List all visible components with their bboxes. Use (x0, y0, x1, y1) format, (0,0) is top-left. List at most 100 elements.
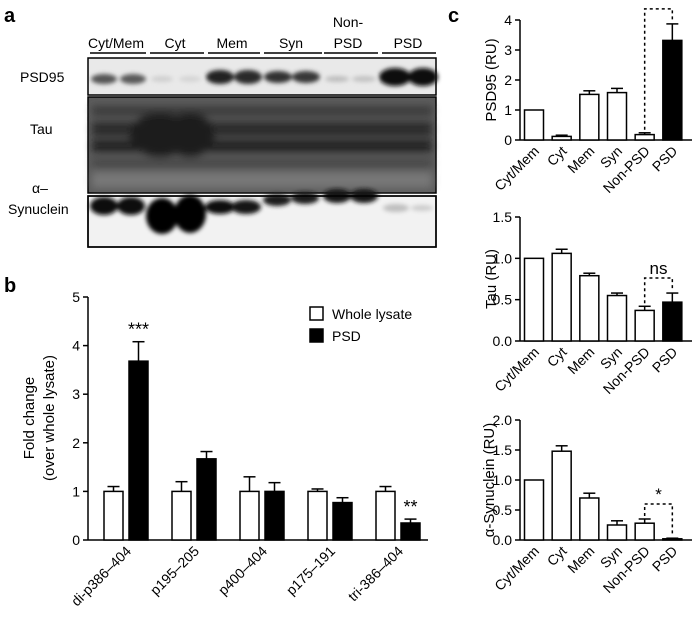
bar (523, 109, 545, 141)
row-label-tau: Tau (30, 121, 53, 137)
comparison-bracket (643, 8, 674, 130)
x-category-label: Cyt/Mem (491, 344, 542, 395)
y-tick-label: 0.0 (493, 333, 513, 349)
fraction-label-mem: Mem (216, 35, 247, 51)
x-category-label: Mem (564, 344, 597, 377)
x-category-label: Mem (564, 543, 597, 576)
blot-psd95 (87, 57, 438, 96)
blot-tau (87, 96, 437, 194)
panel-b-ylabel-line2: (over whole lysate) (41, 355, 58, 481)
significance-label: *** (128, 320, 149, 340)
blot-fraction-labels: Cyt/Mem Cyt Mem Syn Non- PSD PSD (88, 14, 422, 51)
y-tick-label: 4 (72, 338, 80, 354)
fraction-label-cyt-mem: Cyt/Mem (88, 35, 144, 51)
x-category-label: p175–191 (283, 543, 339, 599)
y-tick-label: 1.0 (493, 250, 513, 266)
bar (551, 450, 572, 541)
significance-label: ** (652, 0, 666, 9)
bar (264, 490, 285, 541)
x-category-label: Cyt/Mem (491, 143, 542, 194)
x-category-label: p400–404 (215, 543, 271, 599)
y-axis-label: α-Synuclein (RU) (481, 423, 498, 538)
y-tick-label: 1 (504, 102, 512, 118)
bar (579, 274, 600, 342)
y-tick-label: 5 (72, 289, 80, 305)
x-category-label: PSD (649, 543, 681, 575)
legend-label-psd: PSD (332, 328, 361, 344)
bar (400, 522, 421, 541)
y-tick-label: 1.5 (493, 442, 513, 458)
bar (375, 490, 396, 541)
y-tick-label: 0.0 (493, 532, 513, 548)
bar (239, 490, 260, 541)
bar (634, 309, 655, 342)
bar (551, 135, 572, 141)
fraction-label-non-psd: Non- (333, 14, 364, 30)
bar (579, 497, 600, 541)
significance-label: ns (650, 259, 668, 278)
y-tick-label: 2.0 (493, 412, 513, 428)
y-tick-label: 2 (504, 72, 512, 88)
fraction-label-psd: PSD (394, 35, 423, 51)
panel-b-ylabel-line1: Fold change (21, 377, 38, 460)
row-label-psd95: PSD95 (20, 69, 65, 85)
panel-c-letter: c (448, 5, 459, 27)
panel-b-legend: Whole lysate PSD (309, 306, 412, 344)
fraction-label-syn: Syn (279, 35, 303, 51)
row-label-synuclein: Synuclein (8, 201, 69, 217)
fraction-label-cyt: Cyt (165, 35, 186, 51)
bar (103, 490, 124, 541)
y-tick-label: 1 (72, 483, 80, 499)
bar (634, 522, 655, 541)
chart-b: 0 1 2 3 4 5 di-p386–404 p195–205 p400–404 p175–19… (68, 289, 428, 609)
y-tick-label: 1.5 (493, 209, 513, 225)
fraction-label-non-psd-2: PSD (334, 35, 363, 51)
y-tick-label: 3 (504, 42, 512, 58)
x-category-label: Mem (564, 143, 597, 176)
comparison-bracket (643, 277, 674, 304)
y-axis-label: Tau (RU) (483, 249, 500, 309)
comparison-bracket (643, 503, 674, 536)
bar (171, 490, 192, 541)
significance-label: ** (403, 497, 417, 517)
panel-b-letter: b (4, 275, 16, 297)
bar (606, 524, 628, 541)
y-tick-label: 1.0 (493, 472, 513, 488)
x-category-label: tri-386–404 (345, 543, 407, 605)
bar (662, 538, 683, 541)
blot-alpha-synuclein (87, 189, 437, 248)
y-tick-label: 2 (72, 435, 80, 451)
bar (332, 501, 353, 541)
bar (523, 257, 545, 342)
x-category-label: p195–205 (147, 543, 203, 599)
bar (307, 490, 328, 541)
y-axis-label: PSD95 (RU) (483, 38, 500, 121)
x-category-label: PSD (649, 344, 681, 376)
x-category-label: Cyt/Mem (491, 543, 542, 594)
bar (579, 93, 600, 141)
bar (634, 133, 655, 141)
bar (128, 360, 149, 541)
legend-swatch-psd (309, 328, 324, 343)
bar (551, 252, 572, 342)
legend-swatch-whole-lysate (309, 306, 324, 321)
y-tick-label: 4 (504, 12, 512, 28)
bar (662, 39, 683, 141)
y-tick-label: 0 (72, 532, 80, 548)
row-label-alpha: α– (32, 180, 48, 196)
bar (606, 91, 628, 141)
x-category-label: di-p386–404 (68, 543, 135, 610)
y-tick-label: 0.5 (493, 292, 513, 308)
x-category-label: PSD (649, 143, 681, 175)
blot-row-labels: PSD95 Tau α– Synuclein (8, 69, 69, 217)
panel-a: a Cyt/Mem Cyt Mem Syn Non- PSD PSD PSD95… (4, 5, 438, 248)
bar (196, 458, 217, 541)
panel-b: b Fold change (over whole lysate) Whole … (4, 275, 428, 609)
y-tick-label: 0 (504, 132, 512, 148)
y-tick-label: 0.5 (493, 502, 513, 518)
bar (662, 301, 683, 342)
